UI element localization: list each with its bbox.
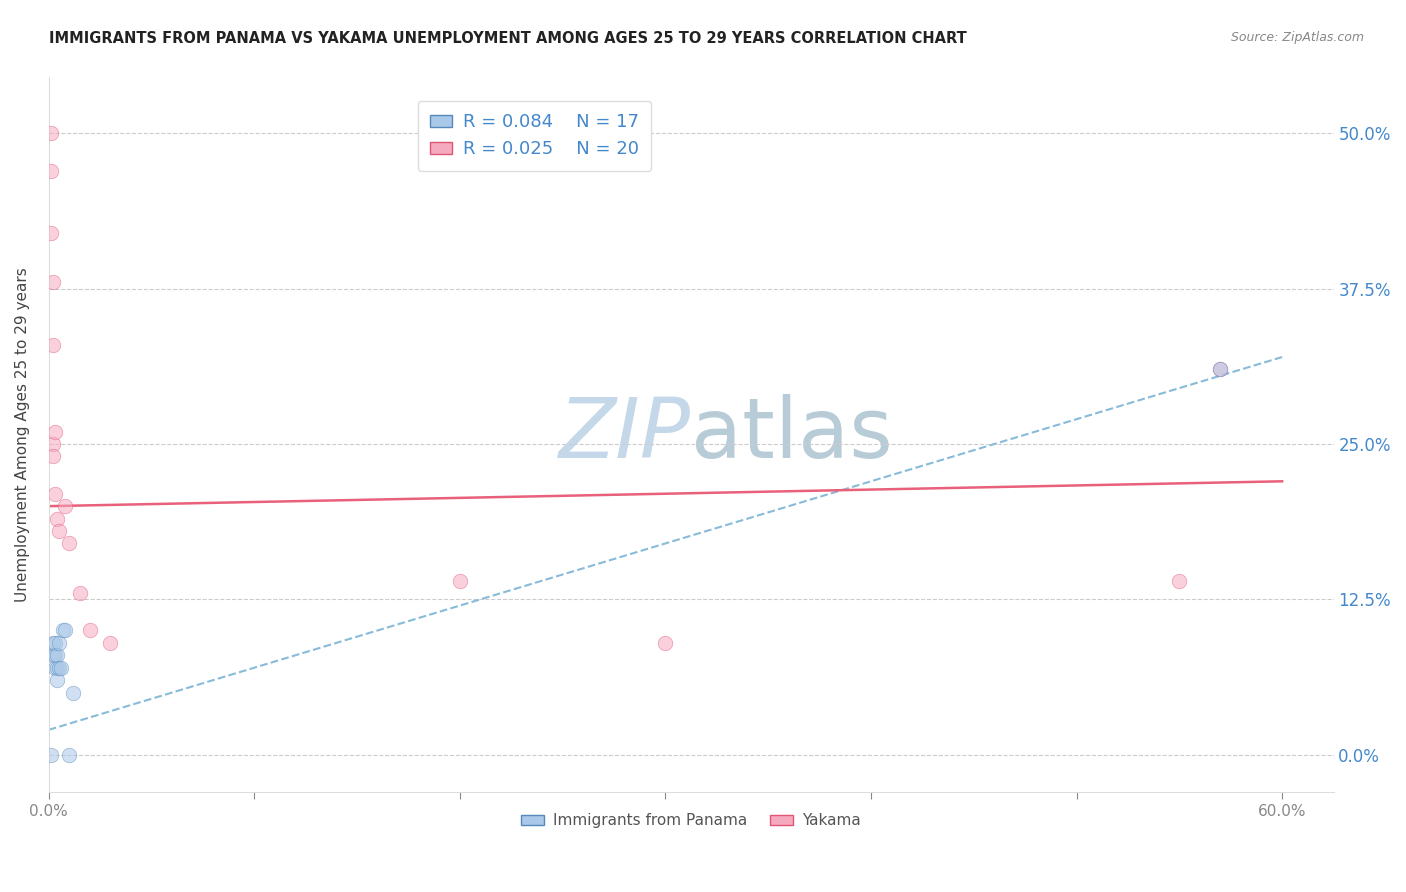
Point xyxy=(100,636,122,650)
Point xyxy=(1209,362,1232,376)
Point xyxy=(48,524,70,538)
Point xyxy=(39,163,62,178)
Point xyxy=(44,425,66,439)
Point xyxy=(42,337,65,351)
Point xyxy=(48,636,70,650)
Text: IMMIGRANTS FROM PANAMA VS YAKAMA UNEMPLOYMENT AMONG AGES 25 TO 29 YEARS CORRELAT: IMMIGRANTS FROM PANAMA VS YAKAMA UNEMPLO… xyxy=(49,31,967,46)
Point xyxy=(42,276,65,290)
Point xyxy=(44,636,66,650)
Point xyxy=(39,747,62,762)
Point xyxy=(58,536,80,550)
Point xyxy=(39,127,62,141)
Point xyxy=(46,648,69,663)
Point xyxy=(52,624,75,638)
Y-axis label: Unemployment Among Ages 25 to 29 years: Unemployment Among Ages 25 to 29 years xyxy=(15,268,30,602)
Point xyxy=(48,661,70,675)
Text: ZIP: ZIP xyxy=(560,394,692,475)
Point xyxy=(39,226,62,240)
Point xyxy=(1209,362,1232,376)
Point xyxy=(42,437,65,451)
Point xyxy=(449,574,471,588)
Point xyxy=(53,624,76,638)
Point xyxy=(49,661,72,675)
Point xyxy=(46,661,69,675)
Point xyxy=(42,450,65,464)
Point xyxy=(79,624,101,638)
Point xyxy=(42,648,65,663)
Point xyxy=(62,685,84,699)
Point xyxy=(44,487,66,501)
Point xyxy=(654,636,676,650)
Point xyxy=(58,747,80,762)
Point xyxy=(53,499,76,513)
Point xyxy=(44,661,66,675)
Point xyxy=(69,586,91,600)
Point xyxy=(44,648,66,663)
Point xyxy=(46,511,69,525)
Text: Source: ZipAtlas.com: Source: ZipAtlas.com xyxy=(1230,31,1364,45)
Point xyxy=(42,636,65,650)
Point xyxy=(1168,574,1191,588)
Text: atlas: atlas xyxy=(692,394,893,475)
Point xyxy=(46,673,69,687)
Legend: Immigrants from Panama, Yakama: Immigrants from Panama, Yakama xyxy=(515,807,868,834)
